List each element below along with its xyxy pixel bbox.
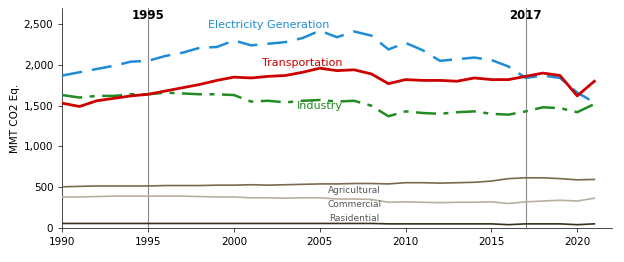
Text: 1995: 1995 [132, 9, 165, 22]
Text: Commercial: Commercial [327, 200, 381, 209]
Y-axis label: MMT CO2 Eq.: MMT CO2 Eq. [9, 83, 19, 152]
Text: Industry: Industry [297, 101, 343, 112]
Text: Transportation: Transportation [262, 58, 343, 68]
Text: 2017: 2017 [509, 9, 542, 22]
Text: Electricity Generation: Electricity Generation [208, 20, 329, 30]
Text: Rasidential: Rasidential [329, 215, 379, 223]
Text: Agricultural: Agricultural [328, 185, 381, 195]
